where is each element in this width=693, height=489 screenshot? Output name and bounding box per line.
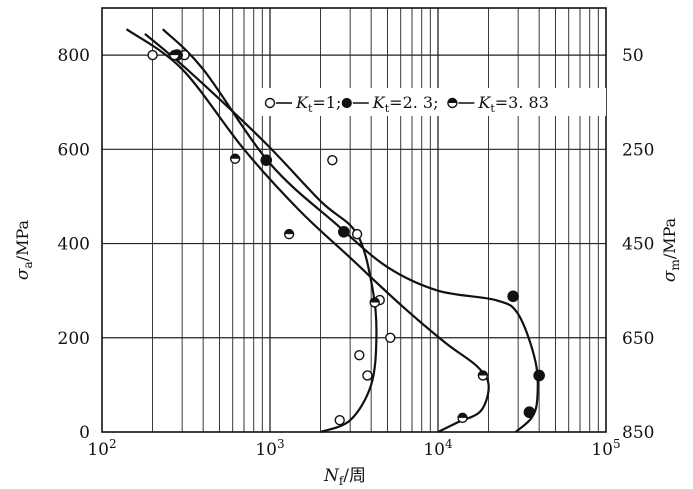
fit-curve-open: [144, 33, 378, 434]
y2-tick-label: 450: [622, 235, 654, 255]
y-tick-label: 600: [58, 140, 90, 160]
data-point-open: [385, 332, 396, 343]
marker-half-fill: [458, 413, 468, 418]
legend-marker-half: [447, 97, 458, 109]
data-point-open: [354, 350, 365, 361]
x-tick-label: 103: [255, 437, 284, 460]
data-point-open: [351, 228, 363, 240]
marker-half-fill: [447, 98, 457, 103]
plot-frame: [101, 7, 607, 433]
y2-tick-label: 250: [622, 140, 654, 160]
data-points: [147, 49, 545, 426]
data-point-solid: [533, 369, 545, 382]
x-axis-label: Nf/周: [323, 466, 366, 488]
fit-curve-half: [125, 28, 490, 433]
x-tick-label: 104: [423, 437, 453, 460]
legend-label: Kt=3. 83: [477, 93, 549, 115]
x-tick-label: 105: [591, 437, 620, 460]
marker-half-fill: [230, 154, 240, 159]
y-tick-label: 400: [58, 235, 90, 255]
curves: [125, 28, 539, 434]
marker-half-fill: [370, 297, 380, 303]
x-tick-label: 102: [87, 437, 116, 460]
marker-half-fill: [284, 229, 294, 235]
legend-label: Kt=2. 3;: [372, 93, 439, 115]
y2-tick-label: 50: [622, 46, 644, 66]
y2-tick-label: 650: [622, 329, 654, 349]
data-point-half: [169, 49, 180, 61]
marker-half-fill: [478, 370, 488, 376]
data-point-half: [477, 370, 489, 381]
data-point-solid: [338, 225, 350, 238]
marker-half-fill: [169, 50, 179, 56]
y-tick-label: 800: [58, 46, 90, 66]
legend-marker-solid: [341, 97, 352, 109]
y-tick-label: 0: [79, 423, 90, 443]
tick-labels: 0 200 400 600 800 50 250 450 650 850 102 103 104 105: [58, 46, 655, 460]
legend: Kt=1; Kt=2. 3; Kt=3. 83: [258, 88, 606, 116]
y2-tick-label: 850: [622, 423, 654, 443]
y-axis-label: σa/MPa: [13, 219, 35, 280]
data-point-solid: [523, 406, 536, 419]
y2-axis-label: σm/MPa: [660, 217, 682, 282]
data-point-half: [457, 412, 468, 424]
data-point-open: [334, 415, 345, 426]
grid: [102, 8, 606, 432]
legend-marker-open: [264, 97, 276, 109]
data-point-solid: [260, 154, 273, 166]
data-point-solid: [507, 290, 519, 303]
fit-curve-solid: [162, 28, 539, 433]
data-point-half: [283, 228, 295, 240]
data-point-open: [327, 154, 338, 166]
data-point-half: [229, 153, 241, 164]
y-tick-label: 200: [58, 329, 90, 349]
data-point-half: [369, 297, 380, 308]
data-point-open: [362, 370, 373, 381]
legend-label: Kt=1;: [295, 93, 341, 115]
legend-box: [258, 88, 606, 116]
data-point-open: [147, 49, 158, 61]
